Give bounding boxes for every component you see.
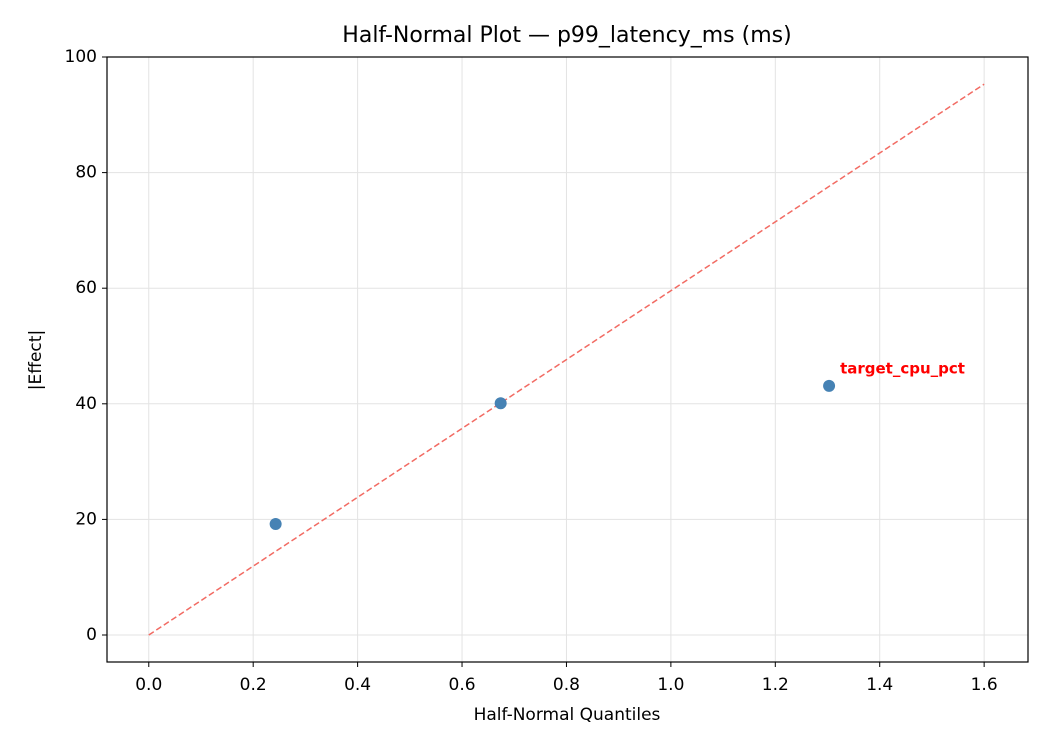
y-tick-label: 0 xyxy=(86,625,97,645)
x-tick-label: 0.8 xyxy=(553,675,580,695)
x-tick-label: 1.4 xyxy=(866,675,893,695)
y-tick-label: 20 xyxy=(75,509,97,529)
chart-title: Half-Normal Plot — p99_latency_ms (ms) xyxy=(342,23,791,48)
y-tick-label: 80 xyxy=(75,163,97,183)
x-axis-label: Half-Normal Quantiles xyxy=(474,705,661,725)
x-tick-label: 1.6 xyxy=(971,675,998,695)
y-tick-label: 40 xyxy=(75,394,97,414)
plot-frame xyxy=(106,56,1029,663)
x-tick-label: 0.0 xyxy=(135,675,162,695)
y-tick-label: 100 xyxy=(65,47,97,67)
x-tick-label: 0.2 xyxy=(240,675,267,695)
reference-line xyxy=(148,83,985,636)
x-tick-label: 0.4 xyxy=(344,675,371,695)
x-tick-label: 1.2 xyxy=(762,675,789,695)
point xyxy=(269,518,282,531)
annotation: target_cpu_pct xyxy=(840,359,965,377)
point xyxy=(494,397,507,410)
x-tick-label: 0.6 xyxy=(449,675,476,695)
point xyxy=(823,379,836,392)
x-tick-label: 1.0 xyxy=(657,675,684,695)
y-tick-label: 60 xyxy=(75,278,97,298)
y-axis-label: |Effect| xyxy=(26,330,46,390)
